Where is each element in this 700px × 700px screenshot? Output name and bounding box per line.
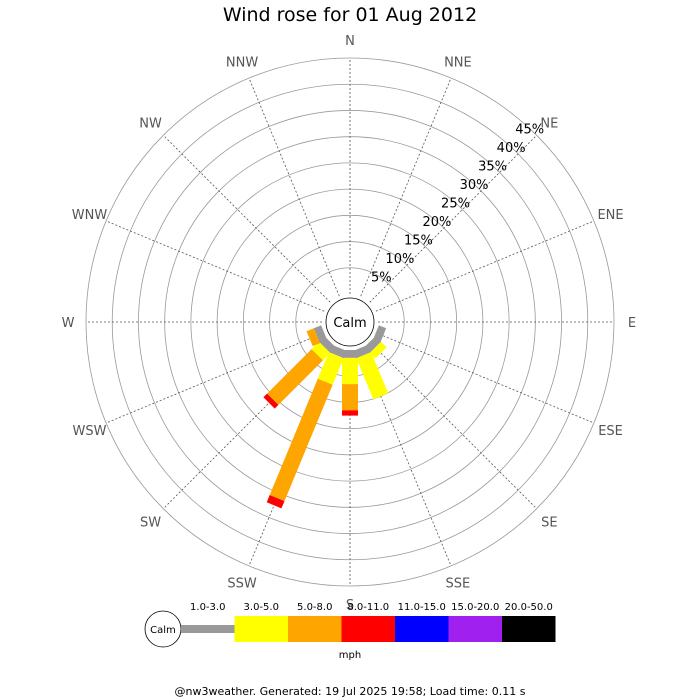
grid-ring-9 [85, 57, 615, 587]
bar-wsw-1.0-3.0 [313, 325, 328, 344]
direction-label-ene: ENE [597, 208, 623, 223]
legend-swatch-20.0-50.0 [502, 616, 556, 642]
direction-label-e: E [628, 316, 636, 331]
bar-sse-3.0-5.0 [356, 352, 389, 400]
direction-label-ne: NE [540, 117, 558, 132]
legend-swatch-1.0-3.0 [181, 625, 235, 633]
percent-label-4: 20% [423, 215, 452, 230]
chart-title: Wind rose for 01 Aug 2012 [222, 4, 478, 26]
percent-label-3: 15% [404, 234, 433, 249]
bar-ssw-8.0-11.0 [266, 495, 285, 509]
direction-label-nne: NNE [444, 55, 472, 70]
direction-label-sse: SSE [446, 577, 471, 592]
calm-circle: Calm [325, 297, 375, 347]
legend-label-8.0-11.0: 8.0-11.0 [347, 602, 389, 613]
direction-labels: N NNE NE ENE E ESE SE SSE S SSW SW WSW W WNW NW NNW [62, 34, 637, 613]
spoke-sse [360, 347, 452, 567]
speed-legend: Calm 1.0-3.0 3.0-5.0 5.0-8.0 8.0-11.0 11.0-15… [144, 602, 556, 661]
percent-label-6: 30% [460, 178, 489, 193]
spoke-wnw [105, 220, 325, 312]
bar-sw-3.0-5.0 [311, 341, 331, 361]
direction-label-sw: SW [140, 515, 161, 530]
calm-circle-shape [325, 297, 375, 347]
legend-label-5.0-8.0: 5.0-8.0 [297, 602, 332, 613]
legend-unit-label: mph [339, 650, 361, 661]
legend-label-20.0-50.0: 20.0-50.0 [505, 602, 553, 613]
percent-label-1: 5% [371, 271, 392, 286]
legend-swatch-5.0-8.0 [288, 616, 342, 642]
spoke-wsw [105, 332, 325, 424]
direction-label-nw: NW [139, 117, 162, 132]
percent-label-2: 10% [385, 252, 414, 267]
spoke-nnw [248, 77, 340, 297]
bar-s-3.0-5.0 [342, 357, 358, 385]
bar-ssw-3.0-5.0 [317, 352, 344, 385]
direction-spokes [86, 58, 614, 586]
percent-label-7: 35% [478, 159, 507, 174]
legend-label-3.0-5.0: 3.0-5.0 [244, 602, 279, 613]
direction-label-wsw: WSW [72, 424, 106, 439]
legend-swatch-15.0-20.0 [448, 616, 502, 642]
legend-swatch-8.0-11.0 [341, 616, 395, 642]
grid-ring-7 [138, 110, 562, 534]
legend-swatch-11.0-15.0 [395, 616, 449, 642]
percent-label-9: 45% [515, 122, 544, 137]
spoke-sw [163, 341, 331, 509]
direction-label-wnw: WNW [72, 208, 108, 223]
spoke-nne [360, 77, 452, 297]
calm-label: Calm [333, 316, 366, 331]
direction-label-ese: ESE [598, 424, 623, 439]
legend-calm-label: Calm [150, 625, 176, 636]
direction-label-ssw: SSW [227, 577, 257, 592]
percent-labels: 5% 10% 15% 20% 25% 30% 35% 40% 45% [371, 122, 544, 285]
direction-label-s: S [346, 598, 354, 613]
direction-label-n: N [345, 34, 355, 49]
spoke-ese [375, 332, 595, 424]
wind-bars [263, 325, 389, 509]
bar-s-8.0-11.0 [342, 410, 358, 416]
percent-label-8: 40% [497, 141, 526, 156]
legend-swatch-3.0-5.0 [234, 616, 288, 642]
bar-se-3.0-5.0 [369, 341, 387, 359]
bar-ssw-5.0-8.0 [269, 378, 333, 502]
legend-label-11.0-15.0: 11.0-15.0 [398, 602, 446, 613]
direction-label-nnw: NNW [226, 55, 258, 70]
direction-label-se: SE [541, 515, 557, 530]
bar-sw-5.0-8.0 [267, 349, 323, 405]
bar-sw-8.0-11.0 [263, 393, 279, 409]
grid-ring-5 [190, 162, 510, 482]
spoke-ne [369, 135, 537, 303]
spoke-ene [375, 220, 595, 312]
spoke-nw [163, 135, 331, 303]
bar-s-5.0-8.0 [342, 384, 358, 411]
percent-label-5: 25% [441, 196, 470, 211]
legend-label-15.0-20.0: 15.0-20.0 [451, 602, 499, 613]
legend-label-1.0-3.0: 1.0-3.0 [190, 602, 225, 613]
grid-ring-3 [242, 214, 458, 430]
direction-label-w: W [62, 316, 75, 331]
bar-wsw-5.0-8.0 [306, 328, 320, 347]
spoke-se [369, 341, 537, 509]
footer-text: @nw3weather. Generated: 19 Jul 2025 19:5… [174, 685, 526, 698]
